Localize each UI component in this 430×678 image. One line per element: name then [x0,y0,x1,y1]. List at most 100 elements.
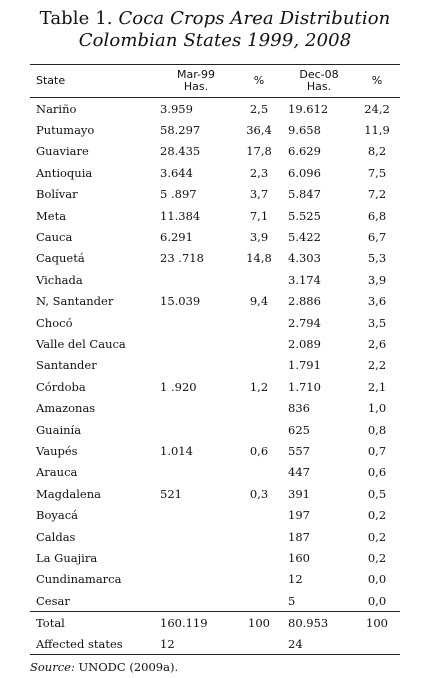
cell-dec08: 5.847 [288,187,321,202]
cell-state: Nariño [36,101,77,116]
cell-dec08: 625 [288,422,310,437]
cell-dec08: 197 [288,508,310,523]
cell-dec08: 5 [288,593,296,608]
affected-mar99: 12 [158,633,234,655]
cell-state: Cauca [36,230,73,245]
cell-dec08: 12 [288,572,303,587]
cell-pct99: 2,5 [249,101,269,116]
table-header: State Mar-99 Has. % Dec-08 Has. % [30,64,400,98]
cell-state: Chocó [36,315,73,330]
cell-pct08: 7,5 [367,165,387,180]
cell-pct08: 6,7 [367,230,387,245]
total-dec08: 80.953 [284,611,354,634]
total-mar99: 160.119 [158,611,234,634]
cell-mar99: 3.959 [160,101,193,116]
cell-dec08: 6.629 [288,144,321,159]
cell-pct08: 3,6 [367,294,387,309]
cell-pct99: 9,4 [249,294,269,309]
total-row: Total 160.119 100 80.953 100 [30,611,400,634]
cell-dec08: 5.525 [288,208,321,223]
cell-pct08: 7,2 [367,187,387,202]
cell-pct99 [234,419,284,440]
cell-pct99: 3,7 [249,187,269,202]
header-mar99: Mar-99 Has. [158,65,234,98]
cell-pct08: 6,8 [367,208,387,223]
cell-state: Santander [36,358,97,373]
cell-mar99 [158,419,234,440]
table-row: Cauca 6.291 3,9 5.422 6,7 [30,226,400,247]
cell-pct08: 3,5 [367,315,387,330]
cell-mar99: 6.291 [160,230,193,245]
table-row: Guaviare 28.435 17,8 6.629 8,2 [30,141,400,162]
cell-pct99 [234,504,284,525]
table-row: N, Santander 15.039 9,4 2.886 3,6 [30,291,400,312]
cell-mar99: 23 .718 [160,251,204,266]
cell-pct99 [234,355,284,376]
header-state: State [36,74,66,87]
header-row: State Mar-99 Has. % Dec-08 Has. % [30,64,400,98]
coca-table-container: State Mar-99 Has. % Dec-08 Has. % Nariño… [30,64,400,655]
table-row: Chocó 2.794 3,5 [30,312,400,333]
table-row: Cesar 5 0,0 [30,590,400,612]
cell-state: Guaviare [36,144,89,159]
cell-dec08: 1.710 [288,379,321,394]
cell-state: N, Santander [36,294,114,309]
table-row: Putumayo 58.297 36,4 9.658 11,9 [30,119,400,140]
cell-pct08: 5,3 [367,251,387,266]
cell-pct99: 0,3 [249,486,269,501]
cell-pct08: 0,0 [367,593,387,608]
table-row: Nariño 3.959 2,5 19.612 24,2 [30,98,400,120]
affected-pct99-empty [234,633,284,655]
cell-mar99 [158,269,234,290]
cell-pct08: 2,6 [367,336,387,351]
cell-pct99: 7,1 [249,208,269,223]
cell-pct08: 0,5 [367,486,387,501]
cell-state: Bolívar [36,187,78,202]
cell-state: Boyacá [36,508,79,523]
cell-state: Arauca [36,465,78,480]
cell-pct08: 3,9 [367,272,387,287]
header-mar99-line1: Mar-99 [176,68,216,81]
table-row: Cundinamarca 12 0,0 [30,569,400,590]
affected-states-row: Affected states 12 24 [30,633,400,655]
table-title: Table 1. Coca Crops Area Distribution Co… [0,8,430,52]
cell-dec08: 2.089 [288,336,321,351]
cell-state: Magdalena [36,486,101,501]
cell-state: Caquetá [36,251,85,266]
cell-dec08: 391 [288,486,310,501]
cell-mar99: 28.435 [160,144,201,159]
table-row: Caldas 187 0,2 [30,526,400,547]
cell-dec08: 19.612 [288,101,329,116]
cell-pct99 [234,569,284,590]
document-page: Table 1. Coca Crops Area Distribution Co… [0,8,430,678]
cell-pct08: 2,2 [367,358,387,373]
table-row: Guainía 625 0,8 [30,419,400,440]
total-pct99: 100 [234,611,284,634]
header-dec08-line1: Dec-08 [299,68,339,81]
cell-state: La Guajira [36,550,98,565]
coca-crops-table: State Mar-99 Has. % Dec-08 Has. % Nariño… [30,64,400,655]
cell-mar99 [158,312,234,333]
cell-mar99: 5 .897 [160,187,197,202]
cell-state: Antioquia [36,165,93,180]
cell-mar99 [158,590,234,612]
cell-pct08: 0,2 [367,550,387,565]
cell-state: Cundinamarca [36,572,122,587]
cell-pct08: 24,2 [364,101,390,116]
table-row: Amazonas 836 1,0 [30,397,400,418]
cell-mar99 [158,569,234,590]
cell-pct08: 8,2 [367,144,387,159]
cell-pct08: 0,2 [367,508,387,523]
cell-state: Amazonas [36,401,96,416]
cell-state: Córdoba [36,379,86,394]
table-row: Vaupés 1.014 0,6 557 0,7 [30,440,400,461]
cell-pct08: 0,7 [367,443,387,458]
cell-pct99 [234,333,284,354]
source-text: UNODC (2009a). [78,660,179,674]
cell-pct08: 0,8 [367,422,387,437]
cell-mar99 [158,462,234,483]
table-row: Magdalena 521 0,3 391 0,5 [30,483,400,504]
cell-state: Meta [36,208,67,223]
affected-dec08: 24 [284,633,354,655]
table-row: Arauca 447 0,6 [30,462,400,483]
